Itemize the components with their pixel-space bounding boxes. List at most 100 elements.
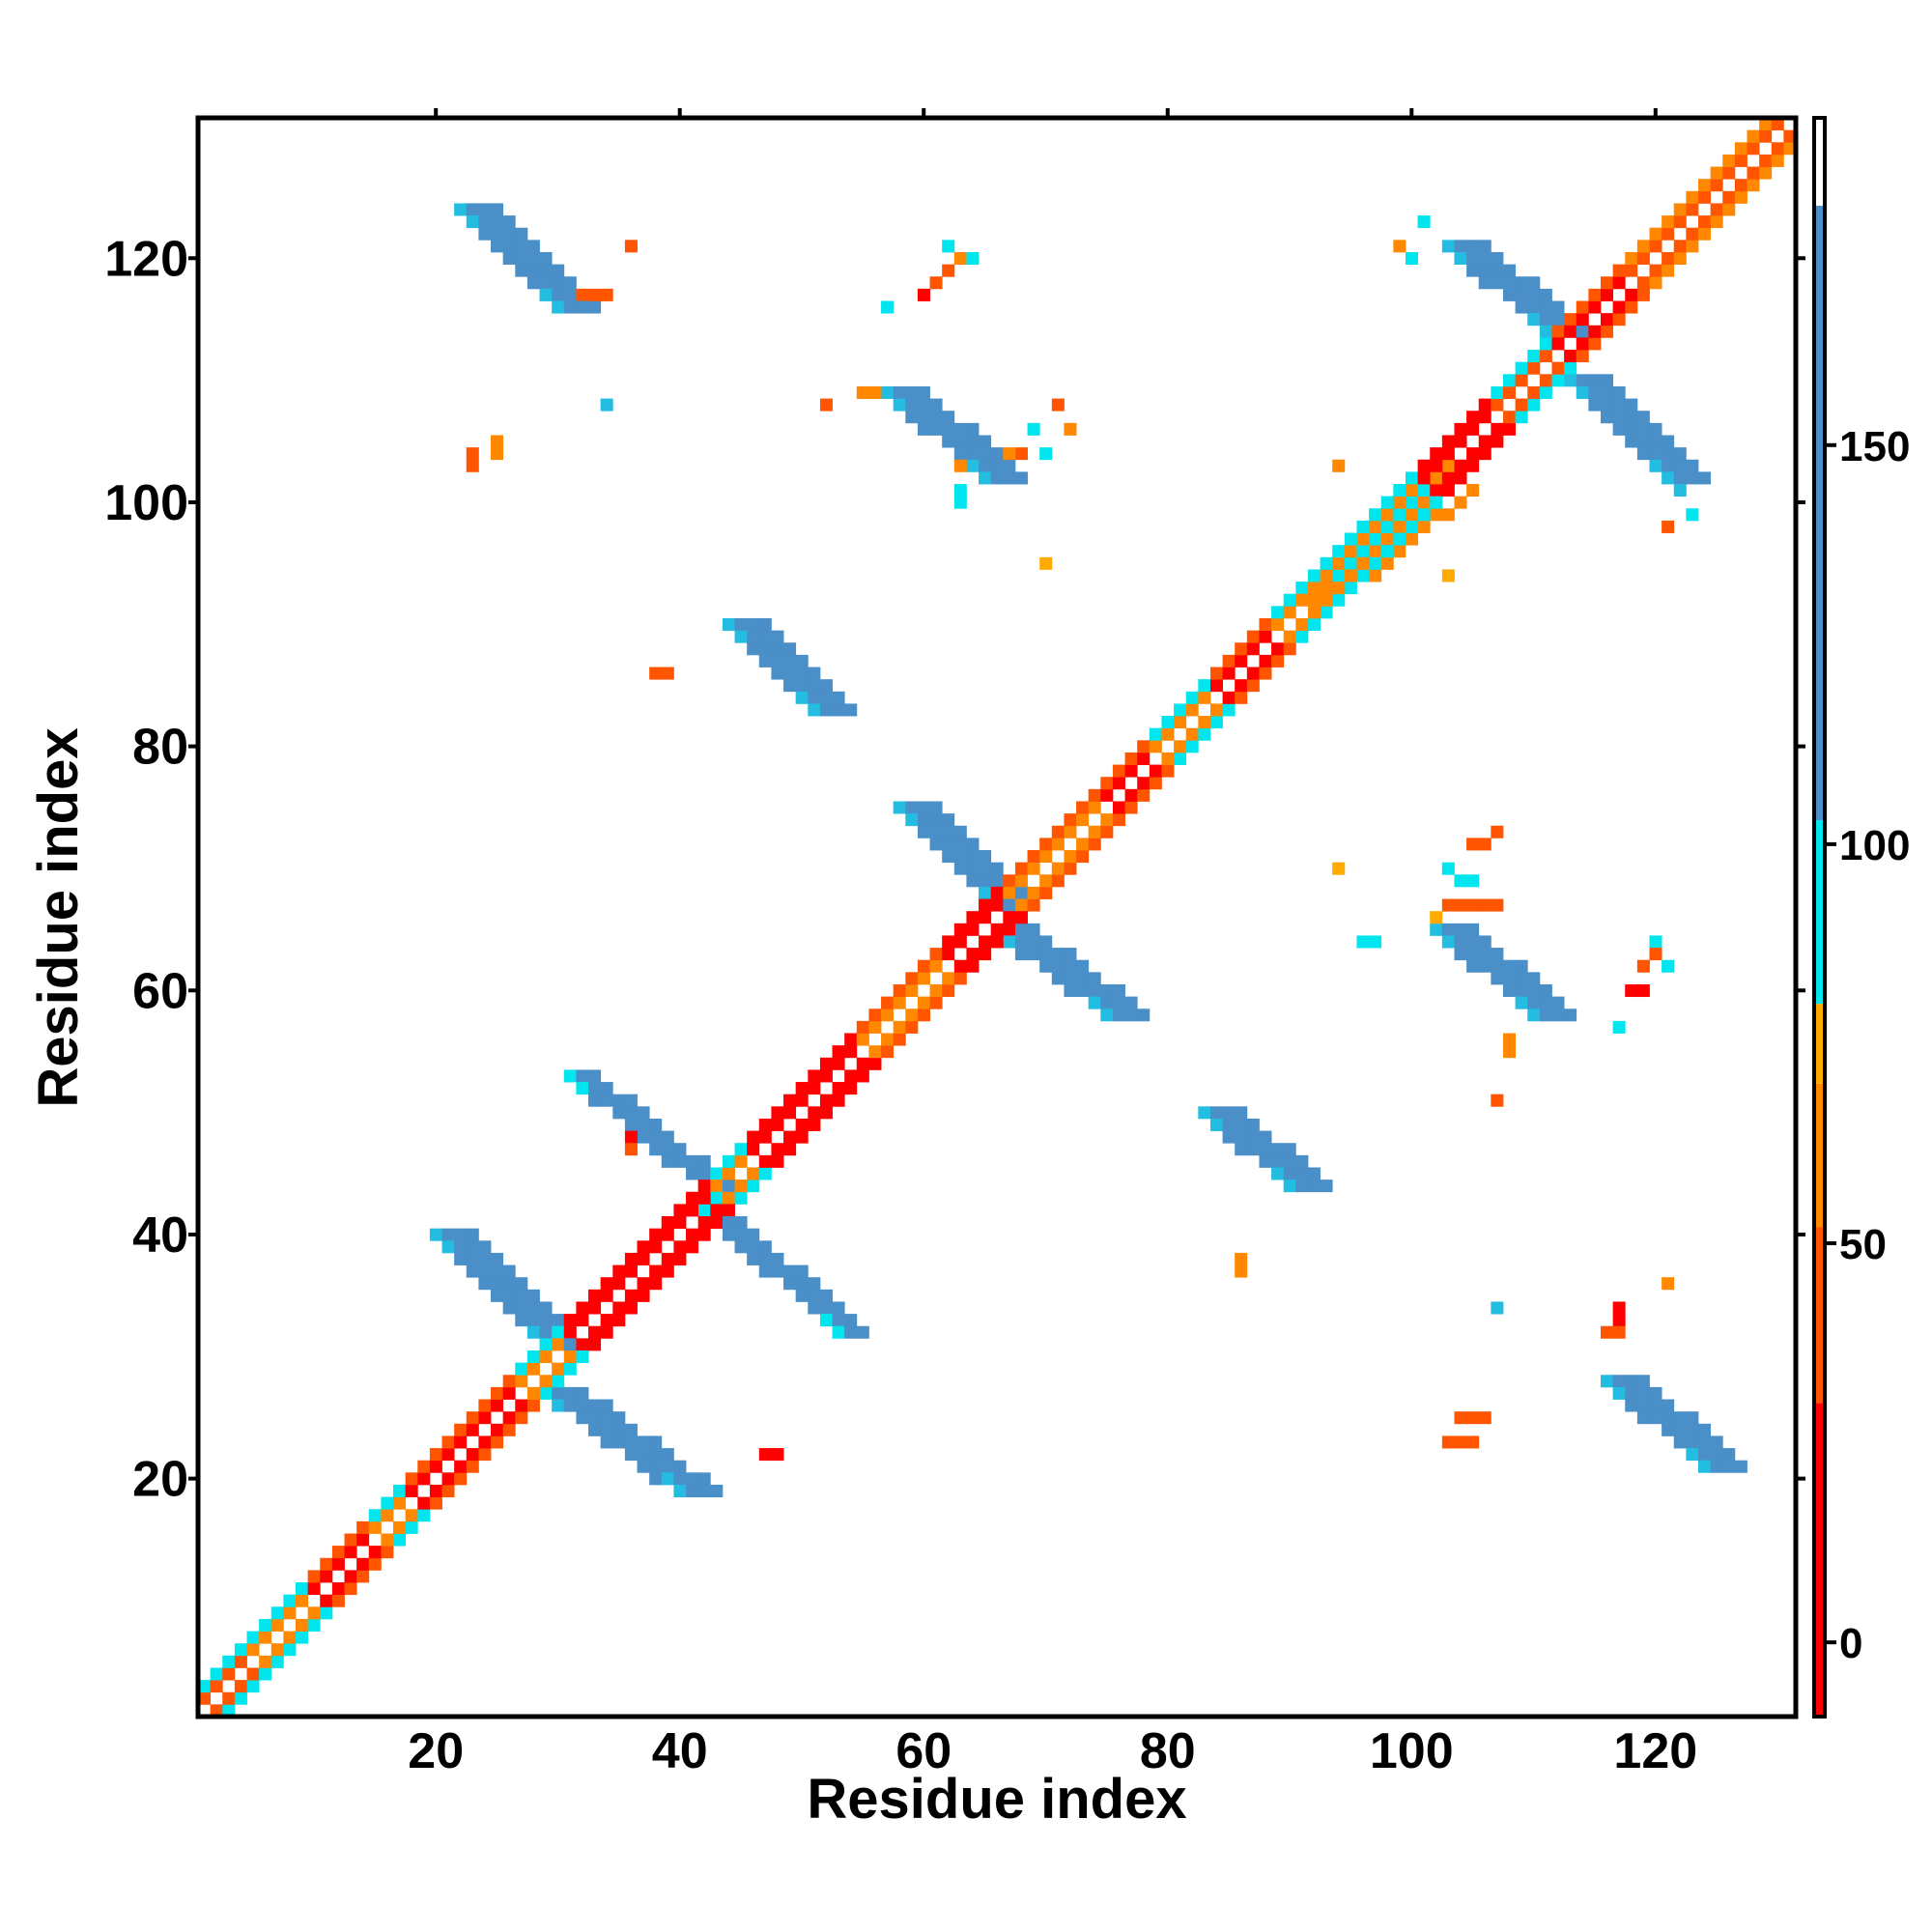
heatmap-cell — [1636, 411, 1650, 424]
heatmap-cell — [1235, 1130, 1248, 1144]
heatmap-cell — [783, 679, 797, 693]
heatmap-cell — [552, 1386, 565, 1400]
heatmap-cell — [905, 801, 919, 814]
heatmap-cell — [1491, 972, 1504, 985]
heatmap-cell — [1539, 350, 1552, 363]
heatmap-cell — [1478, 447, 1492, 461]
heatmap-cell — [819, 1094, 833, 1107]
heatmap-cell — [771, 667, 784, 680]
heatmap-cell — [1283, 642, 1296, 656]
heatmap-cell — [491, 203, 504, 216]
heatmap-cell — [1380, 496, 1394, 509]
heatmap-cell — [1307, 617, 1321, 632]
heatmap-cell — [1722, 154, 1736, 167]
heatmap-cell — [795, 1264, 809, 1278]
heatmap-cell — [1014, 923, 1028, 936]
heatmap-cell — [686, 1204, 699, 1217]
heatmap-cell — [1686, 227, 1699, 241]
heatmap-cell — [1283, 593, 1296, 607]
heatmap-cell — [1209, 703, 1223, 717]
heatmap-cell — [808, 1289, 821, 1302]
heatmap-cell — [758, 654, 772, 668]
heatmap-cell — [1454, 435, 1467, 448]
heatmap-cell — [576, 1069, 589, 1083]
heatmap-cell — [1430, 447, 1443, 461]
heatmap-cell — [734, 1216, 748, 1230]
heatmap-cell — [1649, 422, 1662, 436]
heatmap-cell — [1502, 385, 1517, 399]
heatmap-cell — [747, 1228, 760, 1241]
heatmap-cell — [393, 1484, 407, 1497]
heatmap-cell — [1137, 777, 1151, 790]
heatmap-cell — [210, 1704, 223, 1718]
heatmap-cell — [1295, 630, 1309, 643]
heatmap-cell — [1003, 471, 1016, 485]
heatmap-cell — [966, 959, 980, 973]
heatmap-cell — [1527, 972, 1541, 985]
heatmap-cell — [1502, 374, 1517, 387]
heatmap-cell — [1295, 1167, 1309, 1180]
heatmap-cell — [515, 1411, 528, 1425]
heatmap-cell — [917, 825, 930, 838]
heatmap-cell — [1454, 1411, 1467, 1425]
x-tick-label: 100 — [1370, 1723, 1454, 1779]
heatmap-cell — [612, 1423, 626, 1436]
heatmap-cell — [1734, 179, 1747, 192]
heatmap-cell — [624, 1252, 638, 1265]
heatmap-cell — [953, 447, 967, 461]
x-tick-label: 120 — [1613, 1723, 1697, 1779]
heatmap-cell — [1198, 727, 1211, 741]
heatmap-cell — [1430, 471, 1443, 485]
heatmap-cell — [526, 251, 540, 266]
heatmap-cell — [795, 654, 809, 668]
heatmap-cell — [1124, 752, 1138, 765]
heatmap-cell — [917, 996, 930, 1009]
heatmap-cell — [478, 1252, 492, 1265]
heatmap-cell — [1466, 447, 1480, 461]
heatmap-cell — [1722, 1448, 1736, 1462]
heatmap-cell — [1064, 850, 1077, 864]
heatmap-cell — [502, 1423, 516, 1436]
heatmap-cell — [1369, 569, 1382, 582]
heatmap-cell — [1710, 166, 1723, 180]
colorbar-frame — [1812, 116, 1827, 1719]
heatmap-cell — [1502, 288, 1517, 301]
heatmap-cell — [783, 1277, 797, 1291]
heatmap-cell — [588, 1325, 602, 1339]
heatmap-cell — [710, 1179, 724, 1193]
heatmap-cell — [454, 1228, 468, 1241]
heatmap-cell — [1076, 838, 1090, 851]
heatmap-cell — [856, 1325, 869, 1339]
heatmap-cell — [979, 886, 992, 899]
heatmap-cell — [405, 1472, 418, 1486]
heatmap-cell — [929, 276, 943, 290]
heatmap-cell — [502, 251, 516, 266]
heatmap-cell — [1209, 679, 1223, 693]
heatmap-cell — [942, 422, 955, 436]
heatmap-cell — [1405, 251, 1418, 266]
heatmap-cell — [1491, 1094, 1504, 1107]
heatmap-cell — [1174, 703, 1187, 717]
heatmap-cell — [1405, 532, 1418, 546]
heatmap-cell — [624, 240, 638, 253]
heatmap-cell — [637, 1240, 650, 1254]
heatmap-cell — [1662, 1411, 1675, 1425]
heatmap-cell — [1430, 459, 1443, 472]
heatmap-cell — [832, 1314, 845, 1327]
heatmap-cell — [1393, 508, 1406, 522]
heatmap-cell — [331, 1594, 345, 1607]
heatmap-cell — [832, 1094, 845, 1107]
heatmap-cell — [722, 1167, 735, 1180]
heatmap-cell — [844, 1045, 858, 1059]
heatmap-cell — [1636, 1386, 1650, 1400]
heatmap-cell — [1222, 1130, 1236, 1144]
heatmap-cell — [844, 703, 858, 717]
heatmap-cell — [1235, 1252, 1248, 1265]
heatmap-cell — [808, 1118, 821, 1131]
heatmap-cell — [661, 1264, 674, 1278]
heatmap-cell — [1369, 508, 1382, 522]
heatmap-cell — [576, 288, 589, 301]
heatmap-cell — [808, 1301, 821, 1315]
y-axis-title: Residue index — [27, 727, 90, 1107]
heatmap-cell — [526, 1399, 540, 1412]
